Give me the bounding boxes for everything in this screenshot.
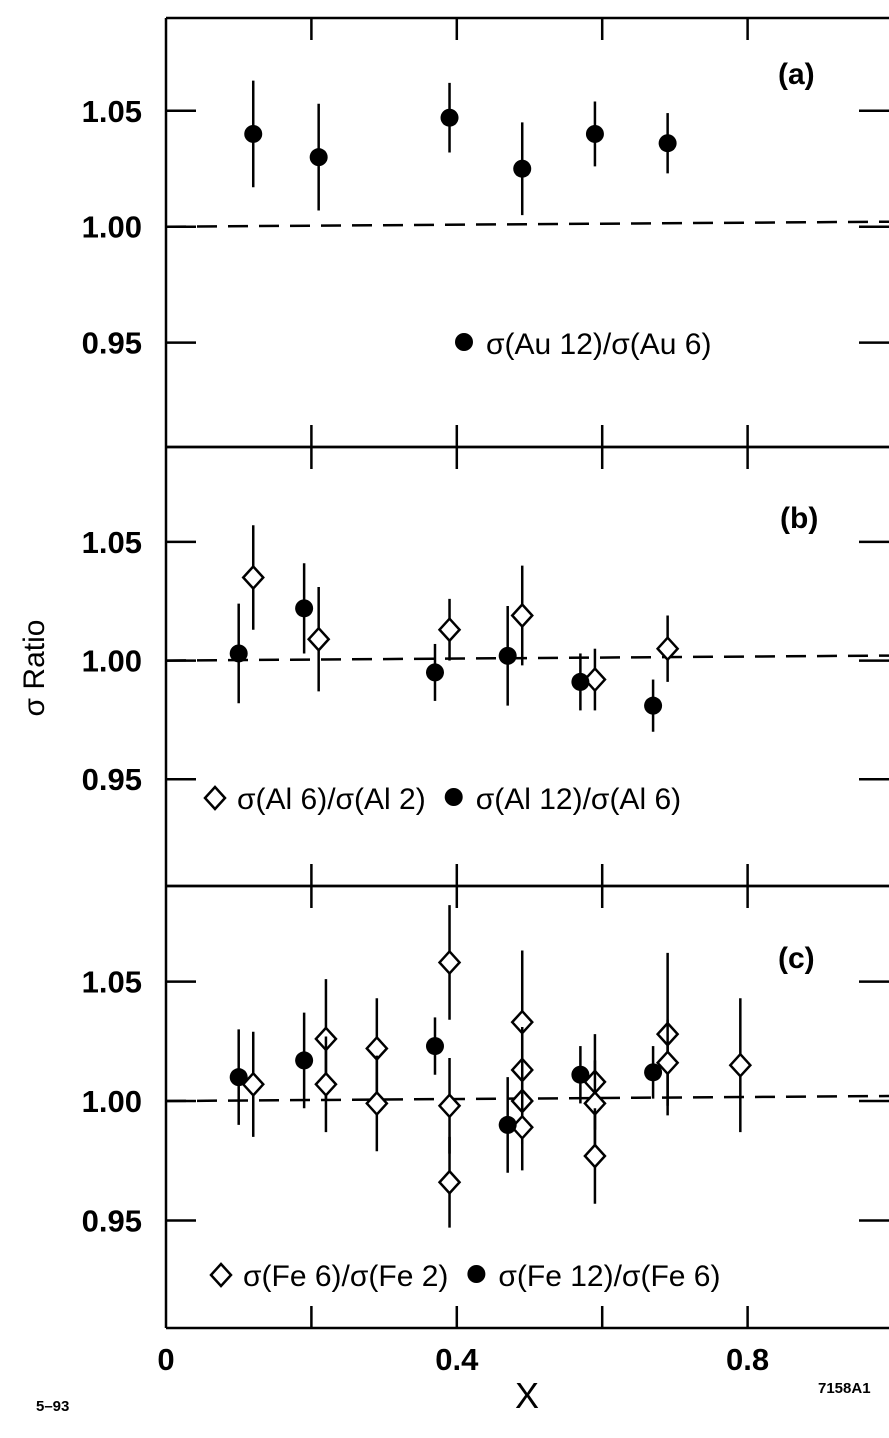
data-point-circle bbox=[425, 663, 444, 682]
y-tick-label: 0.95 bbox=[82, 1203, 142, 1238]
y-tick-label: 0.95 bbox=[82, 326, 142, 361]
data-point-diamond bbox=[655, 1049, 680, 1076]
legend-label: σ(Au 12)/σ(Au 6) bbox=[486, 328, 711, 361]
data-point-circle bbox=[244, 124, 263, 143]
legend-circle-icon bbox=[444, 788, 463, 806]
data-point-circle bbox=[229, 644, 248, 663]
reference-line bbox=[165, 654, 889, 662]
panel-label: (b) bbox=[780, 502, 818, 535]
data-point-circle bbox=[498, 646, 517, 665]
y-tick-label: 1.05 bbox=[82, 525, 142, 560]
x-tick-label: 0 bbox=[157, 1342, 174, 1377]
y-tick-label: 1.00 bbox=[82, 1084, 142, 1119]
legend-label: σ(Fe 12)/σ(Fe 6) bbox=[498, 1260, 720, 1293]
y-tick-label: 1.05 bbox=[82, 965, 142, 1000]
data-point-diamond bbox=[437, 1169, 462, 1196]
y-axis-label: σ Ratio bbox=[18, 620, 51, 717]
data-point-diamond bbox=[241, 564, 265, 591]
data-point-diamond bbox=[728, 1052, 753, 1079]
legend-diamond-icon bbox=[209, 1262, 233, 1288]
legend-label: σ(Al 6)/σ(Al 2) bbox=[237, 783, 426, 816]
data-point-circle bbox=[571, 672, 590, 691]
data-point-circle bbox=[295, 1051, 314, 1070]
data-point-diamond bbox=[437, 949, 462, 976]
legend-circle-icon bbox=[467, 1265, 486, 1283]
data-point-circle bbox=[440, 108, 459, 127]
panel-c: 0.95 1.00 1.05 (c) σ(Fe 6)/σ(Fe 2) σ(Fe 12)/σ… bbox=[82, 884, 889, 1416]
data-point-circle bbox=[658, 134, 677, 153]
data-point-circle bbox=[425, 1037, 444, 1056]
y-tick-label: 1.00 bbox=[82, 644, 142, 679]
legend-diamond-icon bbox=[203, 785, 227, 811]
panel-a: 0.95 1.00 1.05 (a) σ(Au 12)/σ(Au 6) bbox=[82, 16, 889, 449]
data-point-circle bbox=[644, 1063, 663, 1082]
panel-label: (a) bbox=[778, 58, 815, 91]
data-point-circle bbox=[498, 1115, 517, 1134]
data-point-diamond bbox=[583, 666, 607, 693]
panel-b: 0.95 1.00 1.05 (b) σ(Al 6)/σ(Al 2) σ(Al 12)/σ… bbox=[82, 445, 889, 888]
data-point-circle bbox=[513, 159, 532, 178]
x-tick-label: 0.8 bbox=[726, 1342, 769, 1377]
data-point-circle bbox=[229, 1068, 248, 1087]
data-point-diamond bbox=[314, 1071, 338, 1098]
data-point-circle bbox=[309, 148, 328, 167]
legend-label: σ(Fe 6)/σ(Fe 2) bbox=[243, 1260, 448, 1293]
data-point-diamond bbox=[306, 626, 331, 653]
data-point-circle bbox=[295, 599, 314, 618]
reference-line bbox=[165, 1094, 889, 1103]
x-tick-label: 0.4 bbox=[435, 1342, 479, 1377]
x-axis-label: X bbox=[515, 1375, 539, 1416]
figure-date-note: 5–93 bbox=[36, 1398, 70, 1415]
figure-id-note: 7158A1 bbox=[818, 1380, 871, 1397]
data-point-circle bbox=[585, 124, 604, 143]
data-point-diamond bbox=[437, 616, 462, 643]
data-point-circle bbox=[644, 696, 663, 715]
legend-label: σ(Al 12)/σ(Al 6) bbox=[476, 783, 681, 816]
y-tick-label: 0.95 bbox=[82, 762, 142, 797]
panel-label: (c) bbox=[778, 942, 815, 975]
reference-line bbox=[165, 220, 889, 228]
data-point-diamond bbox=[655, 635, 680, 662]
data-point-diamond bbox=[583, 1143, 607, 1169]
data-point-diamond bbox=[437, 1092, 462, 1119]
data-point-diamond bbox=[510, 602, 534, 629]
y-tick-label: 1.05 bbox=[82, 94, 142, 129]
data-point-circle bbox=[571, 1065, 590, 1084]
legend-circle-icon bbox=[455, 333, 473, 351]
y-tick-label: 1.00 bbox=[82, 210, 142, 245]
data-point-diamond bbox=[365, 1090, 389, 1117]
